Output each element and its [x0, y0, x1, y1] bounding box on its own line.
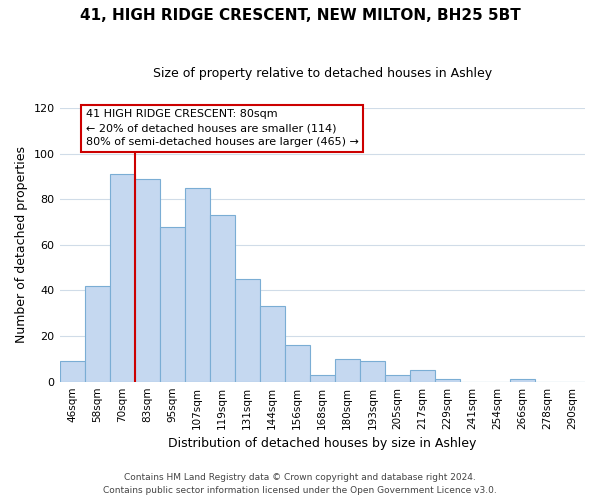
Bar	[85, 286, 110, 382]
Bar	[510, 380, 535, 382]
Title: Size of property relative to detached houses in Ashley: Size of property relative to detached ho…	[153, 68, 492, 80]
Text: Contains HM Land Registry data © Crown copyright and database right 2024.
Contai: Contains HM Land Registry data © Crown c…	[103, 473, 497, 495]
Bar	[110, 174, 134, 382]
Bar	[260, 306, 285, 382]
Bar	[385, 375, 410, 382]
Bar	[410, 370, 435, 382]
Y-axis label: Number of detached properties: Number of detached properties	[15, 146, 28, 344]
Bar	[209, 215, 235, 382]
X-axis label: Distribution of detached houses by size in Ashley: Distribution of detached houses by size …	[168, 437, 476, 450]
Bar	[335, 359, 360, 382]
Bar	[360, 361, 385, 382]
Bar	[235, 279, 260, 382]
Bar	[59, 361, 85, 382]
Bar	[310, 375, 335, 382]
Bar	[435, 380, 460, 382]
Bar	[134, 178, 160, 382]
Text: 41, HIGH RIDGE CRESCENT, NEW MILTON, BH25 5BT: 41, HIGH RIDGE CRESCENT, NEW MILTON, BH2…	[80, 8, 520, 22]
Bar	[160, 226, 185, 382]
Text: 41 HIGH RIDGE CRESCENT: 80sqm
← 20% of detached houses are smaller (114)
80% of : 41 HIGH RIDGE CRESCENT: 80sqm ← 20% of d…	[86, 109, 359, 147]
Bar	[185, 188, 209, 382]
Bar	[285, 345, 310, 382]
